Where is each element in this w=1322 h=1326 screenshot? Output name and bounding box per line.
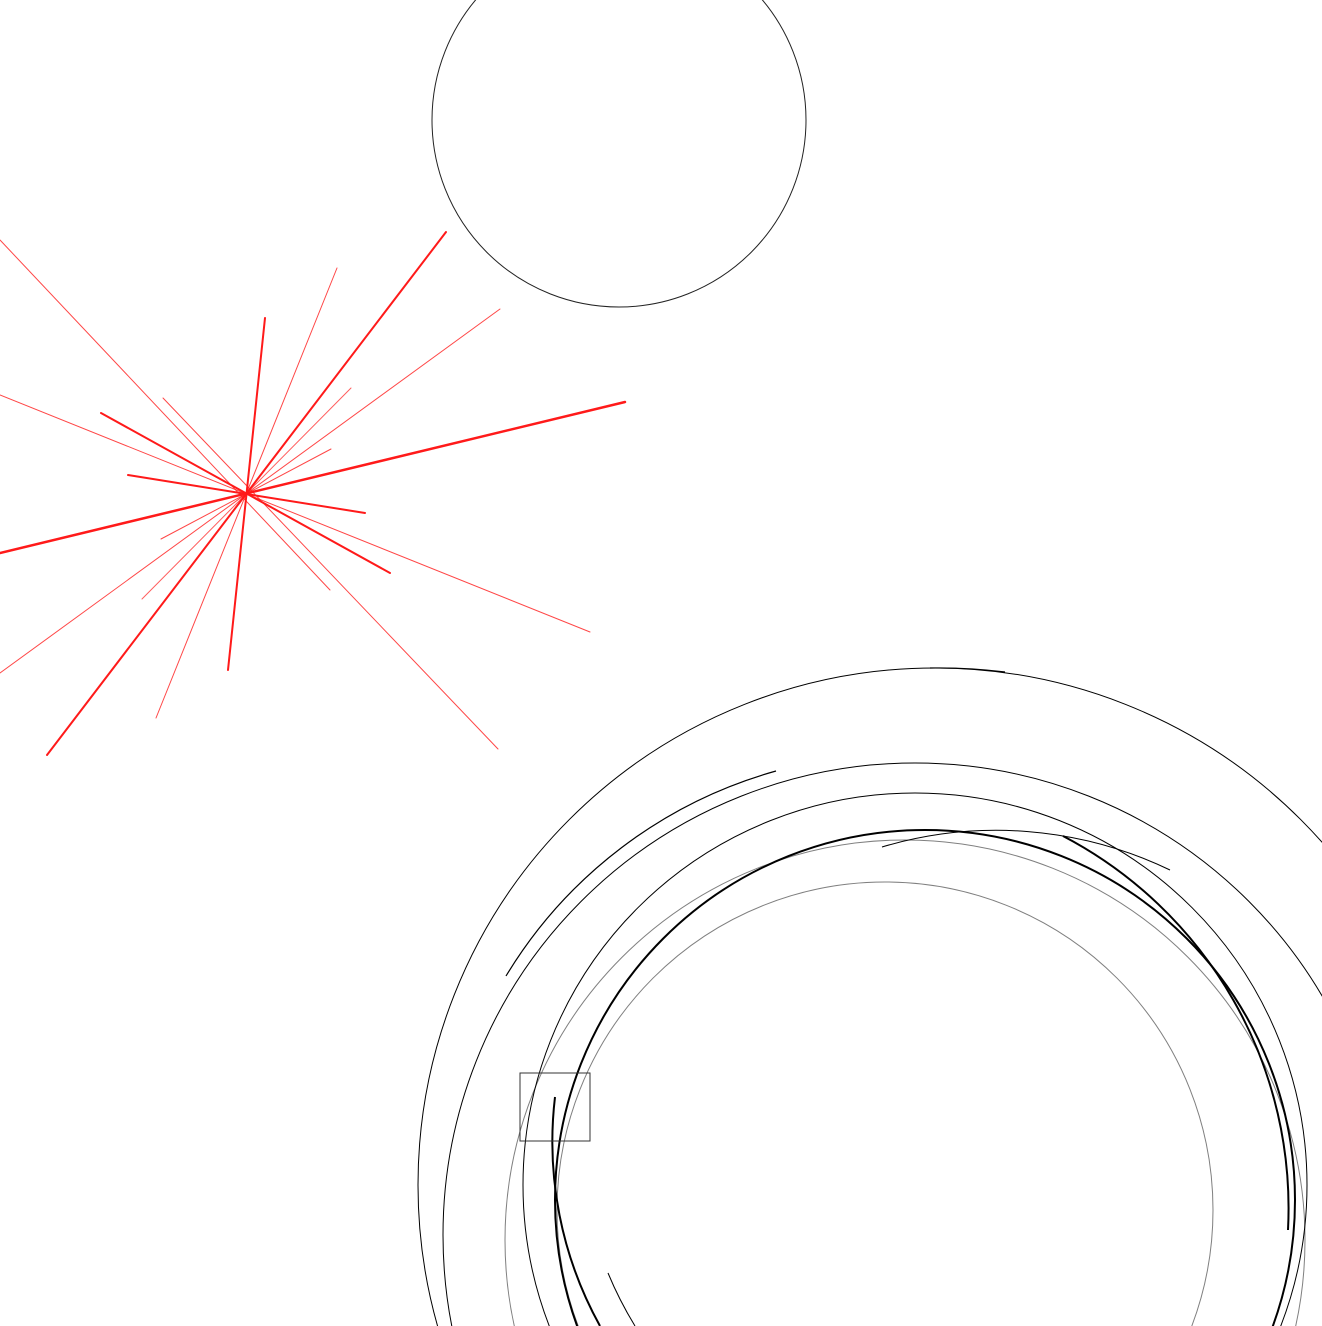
ray xyxy=(0,239,331,591)
red-burst xyxy=(0,231,627,756)
arc xyxy=(881,829,1171,871)
ray xyxy=(160,448,332,540)
ring xyxy=(522,792,1308,1326)
ring xyxy=(417,667,1322,1326)
ring xyxy=(556,881,1214,1326)
rectangle xyxy=(519,1072,591,1142)
circle xyxy=(431,0,807,308)
ray xyxy=(0,400,627,555)
arc xyxy=(505,770,777,977)
ring xyxy=(554,829,1296,1326)
arc xyxy=(1062,835,1290,1231)
ray xyxy=(0,308,501,674)
ring xyxy=(442,762,1322,1326)
arc xyxy=(607,1272,636,1326)
arc xyxy=(929,667,1006,673)
rings xyxy=(417,667,1322,1326)
ring xyxy=(504,839,1306,1326)
ray xyxy=(162,397,499,750)
ray xyxy=(0,394,591,633)
arc xyxy=(551,1096,601,1326)
